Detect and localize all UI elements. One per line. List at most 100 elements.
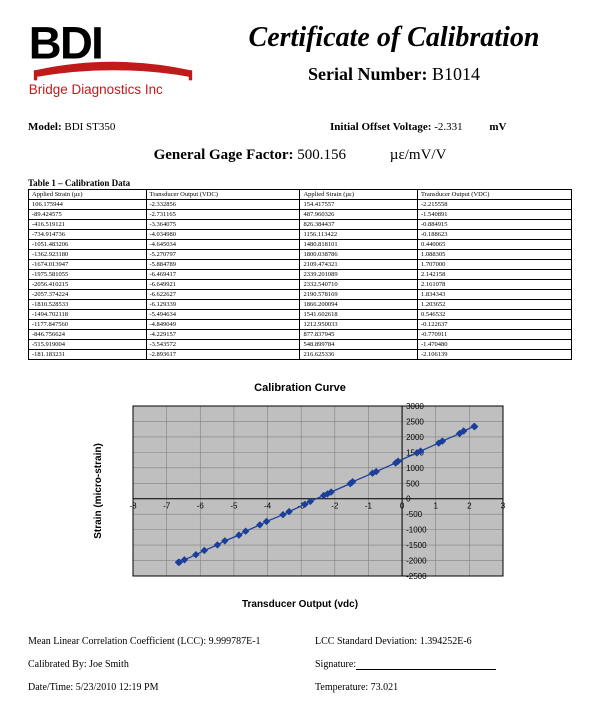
table-row: -181.183231-2.893617216.625336-2.106139 [29, 350, 572, 360]
table-cell: -6.469417 [146, 270, 300, 280]
table-cell: 1.834343 [418, 290, 572, 300]
table-row: -89.424575-2.731165487.960326-1.540891 [29, 210, 572, 220]
svg-text:1: 1 [434, 502, 439, 511]
table-cell: -2.215558 [418, 200, 572, 210]
temp-value: 73.021 [371, 682, 399, 693]
table-cell: 216.625336 [300, 350, 418, 360]
table-cell: -1177.847560 [29, 320, 147, 330]
chart-xlabel: Transducer Output (vdc) [28, 599, 572, 610]
table-row: -2056.410215-6.6499212332.5407102.161078 [29, 280, 572, 290]
table-row: -1362.923180-5.2707971800.0387861.088305 [29, 250, 572, 260]
company-logo: BDI Bridge Diagnostics Inc [28, 18, 198, 103]
calibration-chart: -8-7-6-5-4-3-2-10123-2500-2000-1500-1000… [28, 400, 572, 595]
table-row: -1975.581055-6.4694172339.2010892.142158 [29, 270, 572, 280]
signature-line [356, 669, 496, 670]
table-cell: -3.364075 [146, 220, 300, 230]
table-cell: -6.129339 [146, 300, 300, 310]
table-header: Transducer Output (VDC) [146, 190, 300, 200]
table-cell: 1800.038786 [300, 250, 418, 260]
table-cell: -3.543572 [146, 340, 300, 350]
svg-text:1000: 1000 [406, 464, 424, 473]
table-cell: -1051.483206 [29, 240, 147, 250]
table-cell: -2057.374224 [29, 290, 147, 300]
table-cell: -2.332856 [146, 200, 300, 210]
table-cell: -1494.702118 [29, 310, 147, 320]
table-cell: -416.519121 [29, 220, 147, 230]
table-cell: 2190.578169 [300, 290, 418, 300]
table-cell: -5.884789 [146, 260, 300, 270]
offset-label: Initial Offset Voltage: [330, 121, 431, 133]
calby-label: Calibrated By: [28, 659, 87, 670]
table-cell: -5.494634 [146, 310, 300, 320]
svg-text:Strain (micro-strain): Strain (micro-strain) [93, 443, 104, 539]
table-header: Applied Strain (µε) [29, 190, 147, 200]
svg-text:-7: -7 [163, 502, 171, 511]
table-row: -1051.483206-4.6450341480.8181010.440065 [29, 240, 572, 250]
table-cell: 487.960326 [300, 210, 418, 220]
table-cell: -181.183231 [29, 350, 147, 360]
svg-text:-1500: -1500 [406, 541, 427, 550]
table-cell: -89.424575 [29, 210, 147, 220]
table-cell: -734.914736 [29, 230, 147, 240]
table-cell: -2.893617 [146, 350, 300, 360]
serial-number-line: Serial Number: B1014 [216, 64, 572, 85]
table-cell: -1.540891 [418, 210, 572, 220]
model-label: Model: [28, 121, 62, 133]
table-cell: 1866.200094 [300, 300, 418, 310]
signature-label: Signature: [315, 659, 356, 670]
table-cell: 2.142158 [418, 270, 572, 280]
table-row: -1494.702118-5.4946341541.6026180.546532 [29, 310, 572, 320]
table-cell: -4.849049 [146, 320, 300, 330]
table-cell: 1480.818101 [300, 240, 418, 250]
offset-value: -2.331 [434, 121, 462, 133]
svg-text:-500: -500 [406, 510, 423, 519]
table-cell: -6.649921 [146, 280, 300, 290]
table-cell: 0.440065 [418, 240, 572, 250]
svg-text:2: 2 [467, 502, 472, 511]
table-cell: -0.884915 [418, 220, 572, 230]
table-row: -1810.528533-6.1293391866.2000941.203652 [29, 300, 572, 310]
table-row: 106.175944-2.332856154.417557-2.215558 [29, 200, 572, 210]
svg-text:-2000: -2000 [406, 557, 427, 566]
lcc-label: Mean Linear Correlation Coefficient (LCC… [28, 636, 206, 647]
table-cell: -6.622627 [146, 290, 300, 300]
datetime-label: Date/Time: [28, 682, 73, 693]
table-cell: -0.122637 [418, 320, 572, 330]
table-row: -734.914736-4.0349801156.113422-0.188623 [29, 230, 572, 240]
serial-label: Serial Number [308, 64, 421, 84]
table-cell: 106.175944 [29, 200, 147, 210]
table-cell: 1.088305 [418, 250, 572, 260]
serial-value: B1014 [432, 64, 480, 84]
svg-text:2500: 2500 [406, 417, 424, 426]
table-cell: -2056.410215 [29, 280, 147, 290]
calibration-table: Applied Strain (µε)Transducer Output (VD… [28, 189, 572, 360]
table-cell: 1156.113422 [300, 230, 418, 240]
table-cell: 1.707000 [418, 260, 572, 270]
table-cell: 2109.474321 [300, 260, 418, 270]
table-cell: 154.417557 [300, 200, 418, 210]
table-cell: -2.106139 [418, 350, 572, 360]
table-cell: 1.203652 [418, 300, 572, 310]
table-cell: -5.270797 [146, 250, 300, 260]
table-cell: -846.756624 [29, 330, 147, 340]
table-row: -515.919004-3.543572548.899784-1.470480 [29, 340, 572, 350]
table-cell: -2.731165 [146, 210, 300, 220]
table-cell: 0.546532 [418, 310, 572, 320]
logo-main-text: BDI [29, 18, 102, 68]
svg-text:-4: -4 [264, 502, 272, 511]
ggf-label: General Gage Factor: [154, 147, 294, 163]
table-cell: 2.161078 [418, 280, 572, 290]
certificate-title: Certificate of Calibration [216, 22, 572, 54]
logo-sub-text: Bridge Diagnostics Inc [29, 82, 163, 97]
offset-unit: mV [489, 121, 506, 133]
table-cell: -4.229157 [146, 330, 300, 340]
ggf-value: 500.156 [297, 147, 346, 163]
svg-text:-1000: -1000 [406, 526, 427, 535]
table-cell: 877.837945 [300, 330, 418, 340]
table-cell: 1541.602618 [300, 310, 418, 320]
table-cell: -1810.528533 [29, 300, 147, 310]
table-header: Applied Strain (µε) [300, 190, 418, 200]
table-cell: 1212.950033 [300, 320, 418, 330]
svg-text:2000: 2000 [406, 433, 424, 442]
svg-text:-5: -5 [230, 502, 238, 511]
